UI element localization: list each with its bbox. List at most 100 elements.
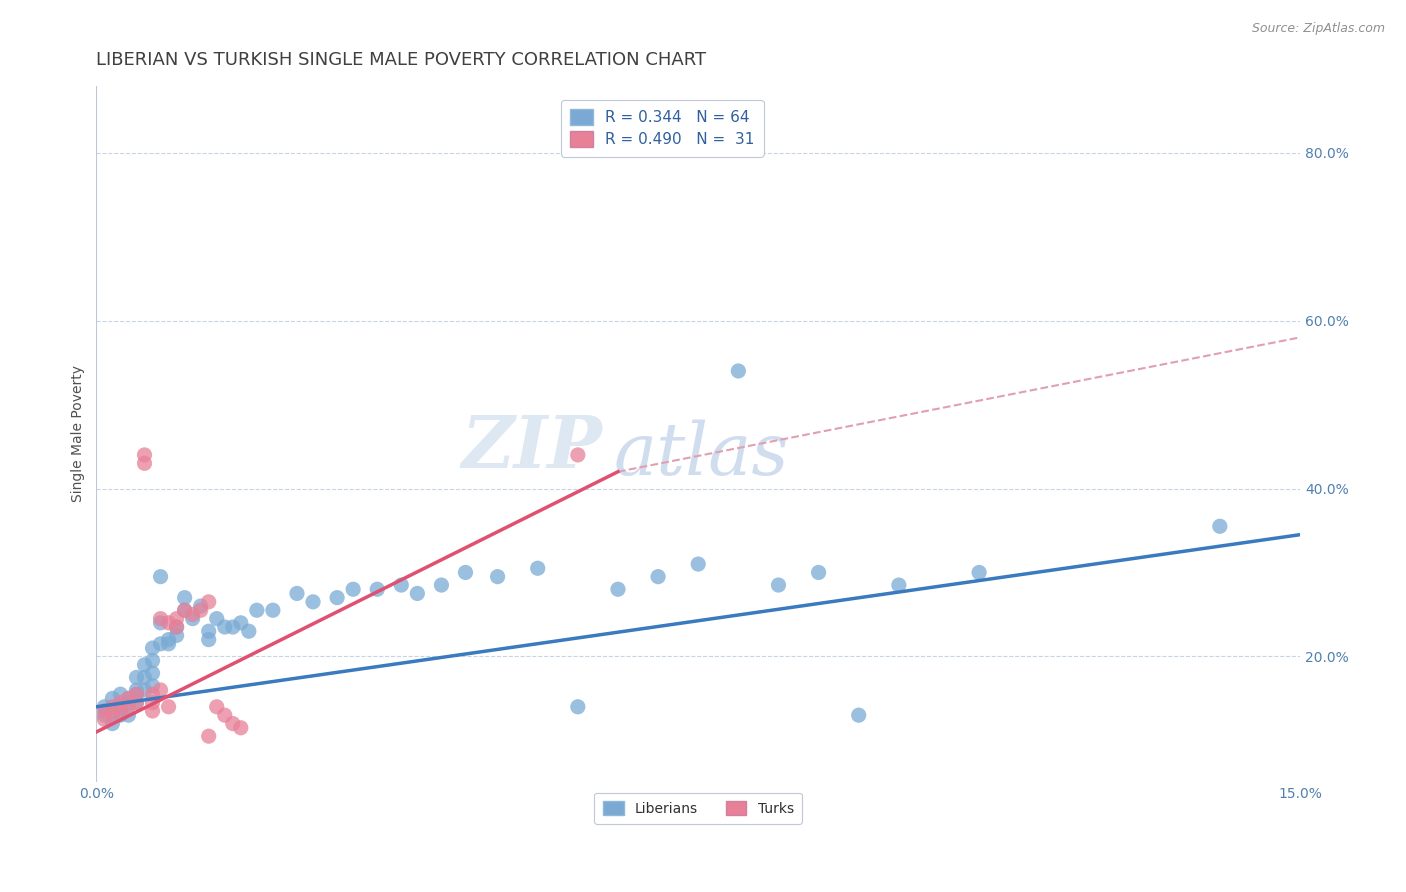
Y-axis label: Single Male Poverty: Single Male Poverty: [72, 366, 86, 502]
Point: [134, 657, 156, 672]
Point: [101, 691, 124, 706]
Point: [229, 721, 252, 735]
Point: [125, 696, 148, 710]
Point: [101, 716, 124, 731]
Point: [302, 595, 325, 609]
Point: [366, 582, 388, 597]
Point: [93, 708, 115, 723]
Point: [222, 716, 245, 731]
Point: [567, 448, 589, 462]
Point: [389, 578, 412, 592]
Point: [141, 666, 163, 681]
Point: [768, 578, 790, 592]
Point: [807, 566, 830, 580]
Point: [526, 561, 548, 575]
Point: [110, 696, 132, 710]
Point: [149, 683, 172, 698]
Point: [214, 708, 236, 723]
Point: [848, 708, 870, 723]
Point: [607, 582, 630, 597]
Point: [229, 615, 252, 630]
Point: [110, 704, 132, 718]
Point: [125, 687, 148, 701]
Point: [1209, 519, 1232, 533]
Point: [727, 364, 749, 378]
Text: ZIP: ZIP: [461, 412, 602, 483]
Point: [93, 704, 115, 718]
Point: [430, 578, 453, 592]
Point: [101, 708, 124, 723]
Point: [173, 591, 195, 605]
Point: [117, 699, 139, 714]
Point: [141, 696, 163, 710]
Point: [149, 637, 172, 651]
Point: [887, 578, 910, 592]
Point: [967, 566, 990, 580]
Point: [134, 683, 156, 698]
Point: [93, 712, 115, 726]
Point: [125, 696, 148, 710]
Point: [166, 628, 188, 642]
Point: [141, 687, 163, 701]
Point: [197, 632, 219, 647]
Point: [567, 699, 589, 714]
Point: [149, 612, 172, 626]
Point: [190, 603, 212, 617]
Point: [205, 699, 228, 714]
Point: [141, 679, 163, 693]
Point: [93, 699, 115, 714]
Text: atlas: atlas: [614, 419, 789, 490]
Point: [101, 699, 124, 714]
Point: [181, 607, 204, 622]
Point: [125, 683, 148, 698]
Point: [157, 637, 180, 651]
Point: [262, 603, 284, 617]
Point: [117, 708, 139, 723]
Point: [181, 612, 204, 626]
Point: [166, 620, 188, 634]
Point: [157, 699, 180, 714]
Point: [166, 612, 188, 626]
Point: [197, 624, 219, 639]
Text: LIBERIAN VS TURKISH SINGLE MALE POVERTY CORRELATION CHART: LIBERIAN VS TURKISH SINGLE MALE POVERTY …: [97, 51, 706, 69]
Point: [173, 603, 195, 617]
Point: [117, 696, 139, 710]
Point: [134, 670, 156, 684]
Point: [173, 603, 195, 617]
Point: [157, 632, 180, 647]
Point: [149, 615, 172, 630]
Point: [125, 687, 148, 701]
Point: [342, 582, 364, 597]
Point: [197, 729, 219, 743]
Point: [222, 620, 245, 634]
Point: [205, 612, 228, 626]
Point: [214, 620, 236, 634]
Point: [647, 569, 669, 583]
Point: [197, 595, 219, 609]
Point: [454, 566, 477, 580]
Point: [117, 691, 139, 706]
Point: [157, 615, 180, 630]
Point: [110, 699, 132, 714]
Point: [134, 448, 156, 462]
Point: [141, 654, 163, 668]
Text: Source: ZipAtlas.com: Source: ZipAtlas.com: [1251, 22, 1385, 36]
Point: [406, 586, 429, 600]
Point: [246, 603, 269, 617]
Point: [110, 708, 132, 723]
Point: [134, 456, 156, 470]
Point: [166, 620, 188, 634]
Point: [285, 586, 308, 600]
Point: [117, 691, 139, 706]
Point: [486, 569, 509, 583]
Point: [190, 599, 212, 613]
Point: [326, 591, 349, 605]
Point: [149, 569, 172, 583]
Point: [238, 624, 260, 639]
Point: [141, 704, 163, 718]
Point: [688, 557, 710, 571]
Point: [110, 687, 132, 701]
Point: [125, 670, 148, 684]
Point: [141, 640, 163, 655]
Point: [101, 704, 124, 718]
